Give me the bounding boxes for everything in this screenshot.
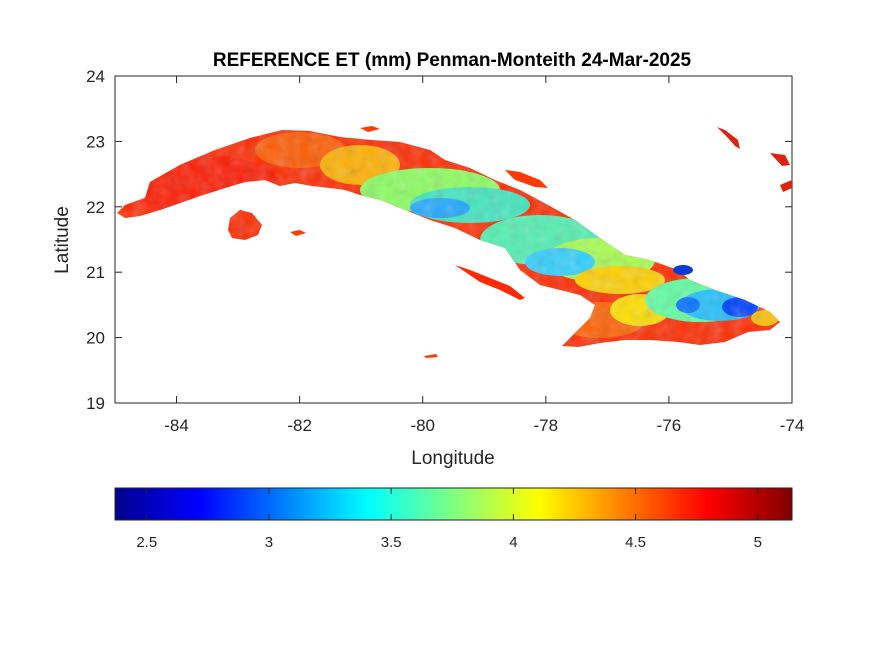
x-tick-label: -78 [534, 416, 559, 435]
map-title: REFERENCE ET (mm) Penman-Monteith 24-Mar… [213, 50, 692, 71]
plot-area [114, 75, 793, 404]
x-tick-label: -74 [780, 416, 805, 435]
colorbar-ticks: 2.5 3 3.5 4 4.5 5 [136, 488, 762, 551]
blue-spot-northeast [673, 265, 693, 275]
x-tick-label: -76 [657, 416, 682, 435]
cays-north-coast [505, 170, 548, 188]
cays-south-coast [455, 265, 525, 300]
colorbar-tick-label: 4 [509, 534, 517, 551]
colorbar-tick-label: 5 [754, 534, 762, 551]
y-tick-label: 24 [86, 67, 105, 86]
x-axis: -84 -82 -80 -78 -76 -74 [164, 76, 804, 435]
cay-far-east [770, 153, 790, 166]
x-tick-label: -82 [287, 416, 312, 435]
x-tick-label: -80 [410, 416, 435, 435]
y-tick-label: 20 [86, 329, 105, 348]
x-tick-label: -84 [164, 416, 189, 435]
y-tick-label: 21 [86, 263, 105, 282]
colorbar-tick-label: 4.5 [625, 534, 646, 551]
cay-far-east-2 [780, 180, 792, 192]
x-axis-label: Longitude [411, 448, 494, 469]
y-axis-label: Latitude [52, 206, 73, 274]
cay-north-west [360, 126, 380, 132]
cay-south [424, 354, 438, 358]
colorbar-tick-label: 3 [265, 534, 273, 551]
y-tick-label: 19 [86, 394, 105, 413]
y-tick-label: 22 [86, 198, 105, 217]
cay-south-west [290, 230, 306, 236]
colorbar-tick-label: 3.5 [381, 534, 402, 551]
y-axis: 19 20 21 22 23 24 [86, 67, 792, 413]
y-tick-label: 23 [86, 132, 105, 151]
colorbar-tick-label: 2.5 [136, 534, 157, 551]
colorbar [114, 487, 793, 521]
cay-northeast [717, 127, 740, 149]
